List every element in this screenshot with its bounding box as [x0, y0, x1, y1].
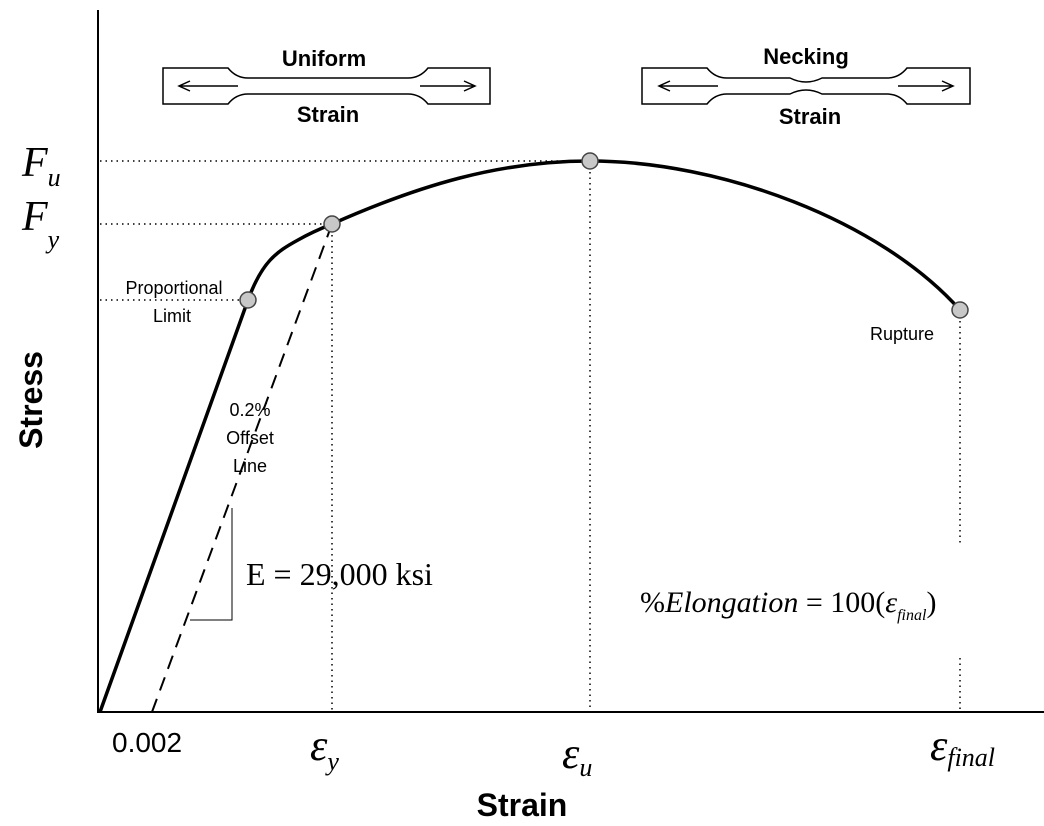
guide-lines [100, 160, 961, 712]
fu-label: Fu [21, 140, 61, 192]
offset-label: 0.2% [229, 400, 270, 420]
uniform-specimen: Uniform Strain [162, 46, 491, 127]
offset-strain-label: 0.002 [112, 727, 182, 758]
fy-label: Fy [21, 194, 60, 254]
key-points [239, 152, 969, 319]
point-label: Proportional [125, 278, 222, 298]
modulus-label: E = 29,000 ksi [246, 556, 433, 592]
x-axis-title: Strain [477, 787, 568, 823]
stress-strain-curve [98, 159, 962, 713]
necking-specimen: Necking Strain [641, 44, 971, 129]
point-label: Limit [153, 306, 191, 326]
slope-triangle [190, 508, 233, 621]
point-label: Rupture [870, 324, 934, 344]
specimen-label: Strain [297, 102, 359, 127]
offset-label: Offset [226, 428, 274, 448]
specimen-label: Strain [779, 104, 841, 129]
strain-level-label: εfinal [930, 721, 995, 772]
specimen-label: Uniform [282, 46, 366, 71]
y-axis-title: Stress [13, 351, 49, 449]
offset-label: Line [233, 456, 267, 476]
elongation-formula: %Elongation = 100(εfinal) [640, 586, 936, 624]
strain-level-label: εy [310, 721, 339, 776]
offset-line [151, 223, 333, 713]
strain-level-label: εu [562, 729, 592, 782]
specimen-label: Necking [763, 44, 849, 69]
